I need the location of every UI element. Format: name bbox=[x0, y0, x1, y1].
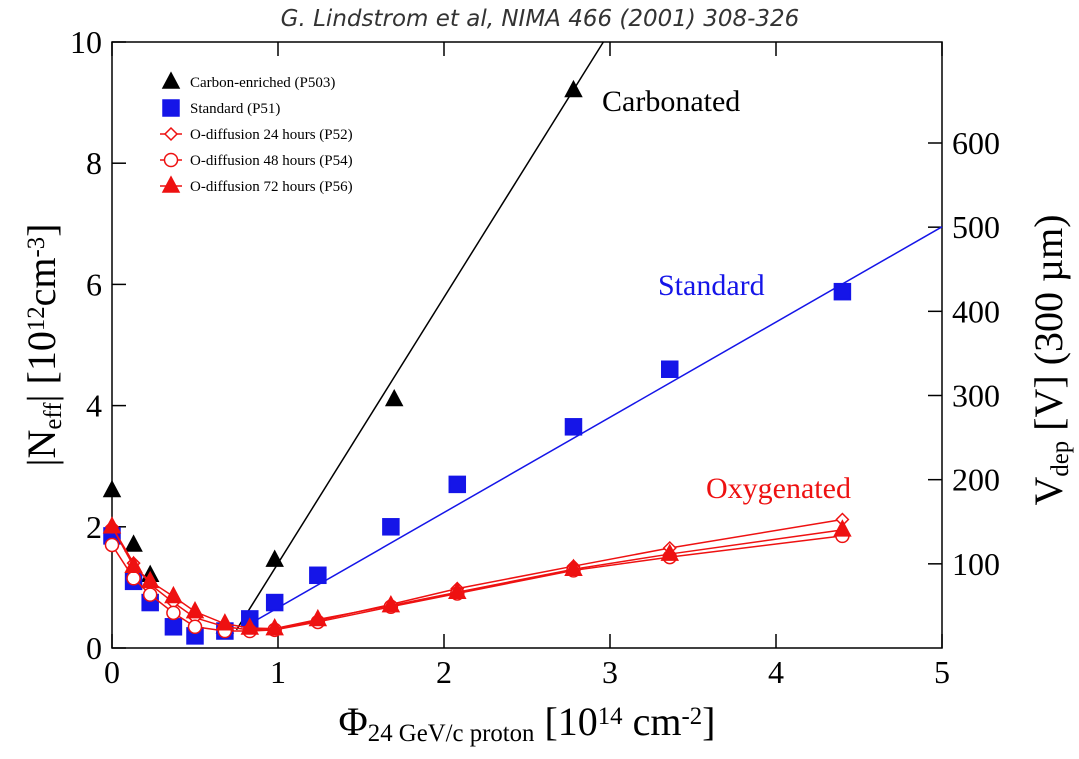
data-point bbox=[187, 619, 203, 635]
data-point bbox=[185, 601, 205, 619]
data-point bbox=[308, 608, 328, 627]
y-tick-label: 0 bbox=[86, 630, 102, 666]
x-axis-label-part: Φ bbox=[339, 699, 368, 744]
x-axis-label: Φ24 GeV/c proton [1014 cm-2] bbox=[339, 699, 716, 747]
y-axis-label-part: |N bbox=[19, 430, 64, 467]
x-tick-label: 2 bbox=[436, 654, 452, 690]
legend-label: Standard (P51) bbox=[190, 101, 280, 117]
data-point bbox=[265, 618, 284, 636]
data-point bbox=[240, 617, 260, 635]
y-tick-label: 4 bbox=[86, 388, 102, 424]
data-point bbox=[215, 613, 235, 631]
x-tick-label: 0 bbox=[104, 654, 120, 690]
x-axis-label-part: 24 GeV/c proton bbox=[368, 720, 535, 747]
series-line bbox=[111, 518, 843, 631]
annotation: Oxygenated bbox=[706, 472, 851, 505]
data-point bbox=[564, 79, 583, 98]
y-tick-label: 2 bbox=[86, 509, 102, 545]
series-line bbox=[111, 526, 843, 630]
y-tick-label: 8 bbox=[86, 145, 102, 181]
data-point bbox=[381, 594, 401, 613]
y-axis-label-part: eff bbox=[40, 402, 67, 430]
plot-frame bbox=[111, 41, 943, 649]
data-point bbox=[265, 549, 284, 567]
x-tick-label: 1 bbox=[270, 654, 286, 690]
x-axis-label-part: [10 bbox=[534, 699, 597, 744]
legend-marker bbox=[161, 71, 181, 89]
y-tick-label: 6 bbox=[86, 266, 102, 302]
y2-axis-label-part: dep bbox=[1047, 441, 1074, 477]
chart-title: G. Lindstrom et al, NIMA 466 (2001) 308-… bbox=[281, 6, 800, 32]
y-axis-label-part: 12 bbox=[23, 306, 50, 331]
data-point bbox=[309, 566, 327, 585]
data-point bbox=[833, 282, 852, 301]
y2-axis-label: Vdep [V] (300 µm) bbox=[1026, 214, 1074, 505]
legend-label: Carbon-enriched (P503) bbox=[190, 75, 335, 91]
x-axis-label-part: 14 bbox=[598, 703, 623, 730]
legend-marker bbox=[161, 175, 181, 193]
data-point bbox=[126, 571, 141, 586]
data-point bbox=[661, 360, 679, 378]
data-point bbox=[660, 543, 680, 561]
x-axis-label-part: ] bbox=[702, 699, 715, 744]
x-tick-label: 5 bbox=[934, 654, 950, 690]
data-point bbox=[124, 534, 143, 552]
legend-label: O-diffusion 72 hours (P56) bbox=[190, 179, 353, 195]
legend-label: O-diffusion 24 hours (P52) bbox=[190, 127, 353, 143]
data-point bbox=[124, 555, 143, 573]
series-line bbox=[111, 535, 843, 632]
y-axis-label: |Neff| [1012cm-3] bbox=[19, 224, 67, 467]
y2-tick-label: 100 bbox=[952, 546, 1000, 582]
data-point bbox=[382, 518, 400, 536]
x-axis-label-part: cm bbox=[623, 699, 682, 744]
annotation: Carbonated bbox=[602, 85, 740, 118]
data-point bbox=[164, 618, 183, 636]
data-point bbox=[833, 519, 852, 537]
data-point bbox=[140, 570, 160, 589]
fit-line bbox=[235, 41, 604, 631]
legend-marker bbox=[162, 99, 180, 117]
annotation: Standard bbox=[658, 269, 765, 302]
y2-axis-label-part: V bbox=[1026, 477, 1071, 506]
data-point bbox=[384, 388, 404, 407]
y2-axis-label-part: [V] (300 µm) bbox=[1026, 214, 1071, 440]
data-point bbox=[102, 516, 122, 534]
y2-tick-label: 300 bbox=[952, 378, 1000, 414]
legend-marker bbox=[163, 152, 179, 168]
y-axis-label-part: ] bbox=[19, 224, 64, 237]
y-axis-label-part: -3 bbox=[23, 237, 50, 258]
y2-tick-label: 200 bbox=[952, 462, 1000, 498]
data-point bbox=[265, 593, 284, 612]
legend-marker bbox=[163, 126, 179, 142]
legend-label: O-diffusion 48 hours (P54) bbox=[190, 153, 353, 169]
data-point bbox=[448, 475, 467, 494]
y-axis-label-part: cm bbox=[19, 258, 64, 307]
y-tick-label: 10 bbox=[70, 24, 102, 60]
data-point bbox=[142, 587, 158, 602]
x-tick-label: 4 bbox=[768, 654, 784, 690]
y2-tick-label: 400 bbox=[952, 293, 1000, 329]
y-axis-label-part: | [10 bbox=[19, 331, 64, 402]
data-point bbox=[104, 537, 120, 553]
x-axis-label-part: -2 bbox=[681, 703, 702, 730]
y2-tick-label: 600 bbox=[952, 125, 1000, 161]
y2-tick-label: 500 bbox=[952, 209, 1000, 245]
data-point bbox=[166, 605, 181, 621]
data-point bbox=[164, 585, 183, 604]
fit-line bbox=[244, 226, 943, 628]
data-point bbox=[564, 558, 583, 576]
data-point bbox=[448, 581, 467, 599]
data-point bbox=[564, 418, 583, 436]
data-point bbox=[102, 479, 122, 498]
x-tick-label: 3 bbox=[602, 654, 618, 690]
